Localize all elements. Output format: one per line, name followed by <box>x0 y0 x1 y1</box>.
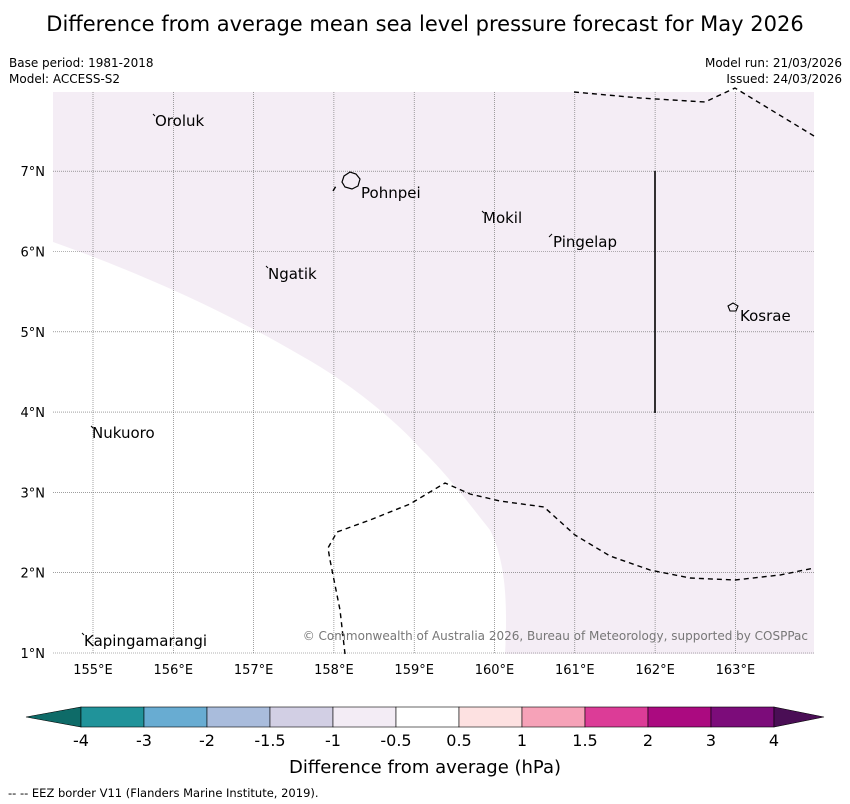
map-title: Difference from average mean sea level p… <box>46 12 804 36</box>
lat-tick-label: 6°N <box>21 246 46 261</box>
lat-tick-label: 3°N <box>21 486 46 501</box>
lon-tick-label: 157°E <box>234 663 274 678</box>
colorbar-swatch <box>647 706 712 728</box>
lat-tick-label: 7°N <box>21 165 46 180</box>
model-run: Model run: 21/03/2026 <box>704 56 842 70</box>
lon-tick-label: 163°E <box>716 663 756 678</box>
colorbar-max-extend <box>773 706 825 728</box>
lat-tick-label: 1°N <box>21 647 46 662</box>
place-nukuoro: Nukuoro <box>92 424 155 442</box>
colorbar-tick-label: -1.5 <box>254 731 285 750</box>
colorbar-tick-label: 4 <box>769 731 779 750</box>
colorbar-swatch <box>521 706 586 728</box>
colorbar-tick-label: -0.5 <box>380 731 411 750</box>
colorbar-tick-label: 1.5 <box>572 731 597 750</box>
atoll-marks <box>81 113 553 636</box>
lat-tick-label: 4°N <box>21 406 46 421</box>
place-pohnpei: Pohnpei <box>361 184 421 202</box>
colorbar-tick-label: 1 <box>517 731 527 750</box>
colorbar-swatch <box>143 706 208 728</box>
longitude-tick-labels: 155°E 156°E 157°E 158°E 159°E 160°E 161°E 162°E… <box>73 663 755 678</box>
lon-tick-label: 160°E <box>475 663 515 678</box>
base-period: Base period: 1981-2018 <box>9 56 154 70</box>
eez-borders <box>327 87 815 655</box>
legend-title: Difference from average (hPa) <box>289 757 561 778</box>
colorbar-swatch <box>206 706 271 728</box>
colorbar-swatch <box>80 706 145 728</box>
kosrae-island[interactable] <box>727 302 739 312</box>
colorbar-tick-label: -1 <box>325 731 341 750</box>
colorbar-swatch <box>332 706 397 728</box>
eez-footnote: -- -- EEZ border V11 (Flanders Marine In… <box>8 786 319 800</box>
colorbar-swatch <box>458 706 523 728</box>
lon-tick-label: 162°E <box>635 663 675 678</box>
place-kapingamarangi: Kapingamarangi <box>84 632 207 650</box>
colorbar-swatch <box>395 706 460 728</box>
colorbar-tick-label: -3 <box>136 731 152 750</box>
lon-tick-label: 159°E <box>394 663 434 678</box>
colorbar-tick-label: 2 <box>643 731 653 750</box>
lat-tick-label: 2°N <box>21 567 46 582</box>
place-oroluk: Oroluk <box>155 112 204 130</box>
colorbar-tick-label: 0.5 <box>446 731 471 750</box>
nukuoro-mark <box>90 425 94 429</box>
model-name: Model: ACCESS-S2 <box>9 72 121 86</box>
graticule <box>53 92 814 654</box>
mokil-mark <box>481 210 485 214</box>
issued-date: Issued: 24/03/2026 <box>726 72 842 86</box>
colorbar-swatch <box>269 706 334 728</box>
pingelap-mark <box>548 233 553 238</box>
lon-tick-label: 156°E <box>154 663 194 678</box>
lat-tick-label: 5°N <box>21 326 46 341</box>
colorbar-tick-label: 3 <box>706 731 716 750</box>
colorbar-swatch <box>584 706 649 728</box>
pohnpei-island[interactable] <box>341 171 361 190</box>
place-ngatik: Ngatik <box>268 265 317 283</box>
place-kosrae: Kosrae <box>740 307 791 325</box>
anomaly-region-light-purple <box>53 92 814 654</box>
oroluk-mark <box>152 113 156 117</box>
eez-border-west-fragment <box>332 185 337 192</box>
place-pingelap: Pingelap <box>553 233 617 251</box>
copyright-notice: © Commonwealth of Australia 2026, Bureau… <box>303 629 808 643</box>
colorbar-tick-label: -2 <box>199 731 215 750</box>
place-mokil: Mokil <box>483 209 522 227</box>
colorbar-swatch <box>710 706 775 728</box>
ngatik-mark <box>265 265 269 269</box>
lon-tick-label: 158°E <box>314 663 354 678</box>
kapingamarangi-mark <box>81 632 85 636</box>
lon-tick-label: 161°E <box>555 663 595 678</box>
lon-tick-label: 155°E <box>73 663 113 678</box>
latitude-tick-labels: 1°N 2°N 3°N 4°N 5°N 6°N 7°N <box>21 165 46 662</box>
colorbar-tick-label: -4 <box>73 731 89 750</box>
colorbar-min-extend <box>25 706 82 728</box>
